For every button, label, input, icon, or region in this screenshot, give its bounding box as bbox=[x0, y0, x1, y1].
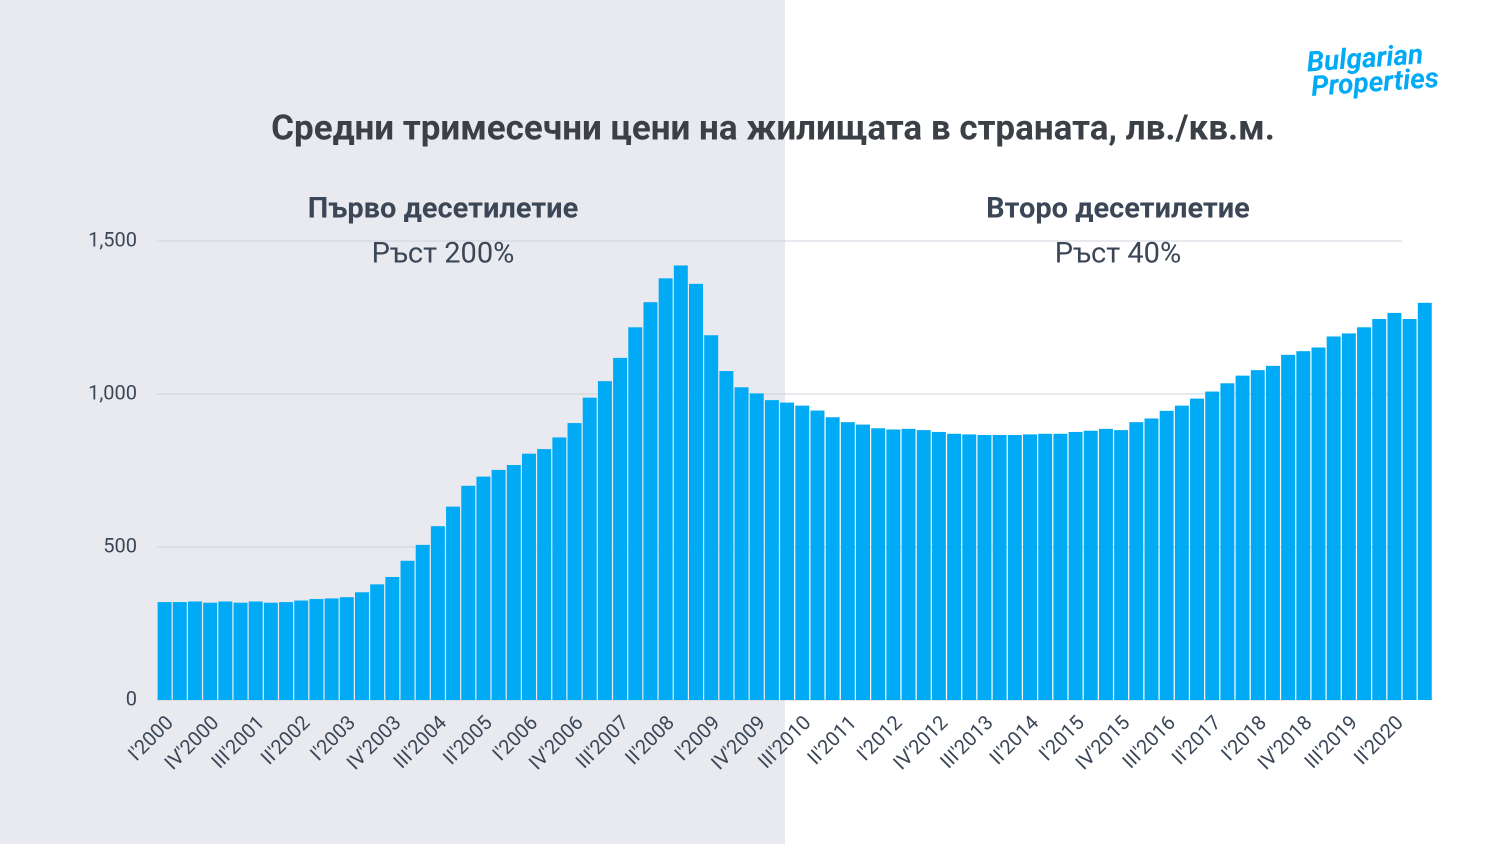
bar bbox=[901, 428, 916, 700]
bar bbox=[1296, 351, 1311, 700]
bar bbox=[780, 402, 795, 700]
logo-line: Bulgarian bbox=[1306, 37, 1425, 78]
bar bbox=[370, 584, 385, 700]
bar bbox=[1281, 354, 1296, 700]
y-tick-label: 500 bbox=[103, 533, 137, 557]
bar bbox=[1235, 375, 1250, 700]
bar bbox=[962, 434, 977, 700]
bar bbox=[856, 424, 870, 700]
bar bbox=[916, 430, 931, 700]
annotation: Ръст 40% bbox=[1055, 237, 1181, 271]
bar bbox=[1311, 347, 1326, 700]
bar bbox=[825, 417, 840, 700]
bar bbox=[795, 405, 810, 700]
bar bbox=[1205, 391, 1220, 700]
bar bbox=[719, 371, 734, 700]
bar bbox=[931, 431, 946, 700]
bar bbox=[430, 526, 445, 700]
bar bbox=[263, 602, 278, 700]
bar bbox=[294, 600, 309, 700]
bar bbox=[461, 485, 476, 700]
bar bbox=[628, 327, 643, 700]
bar bbox=[947, 433, 962, 700]
bar bbox=[1114, 430, 1129, 700]
bar bbox=[764, 400, 779, 700]
bar bbox=[203, 602, 218, 700]
bar bbox=[279, 602, 294, 700]
bar bbox=[324, 598, 339, 700]
bar bbox=[1357, 327, 1372, 700]
bar bbox=[613, 357, 628, 700]
bar bbox=[1068, 431, 1083, 700]
bar bbox=[673, 265, 688, 700]
bar bbox=[1341, 333, 1356, 700]
bar bbox=[1083, 430, 1098, 700]
chart-title: Средни тримесечни цени на жилищата в стр… bbox=[271, 107, 1275, 148]
bar bbox=[1190, 398, 1205, 700]
bar bbox=[886, 429, 901, 700]
bar bbox=[1417, 302, 1432, 700]
bar bbox=[1402, 319, 1417, 700]
bar bbox=[1007, 435, 1022, 700]
bar bbox=[1023, 434, 1038, 700]
bar bbox=[354, 592, 369, 700]
y-tick-label: 1,000 bbox=[88, 380, 137, 404]
bar bbox=[476, 476, 491, 700]
bar bbox=[1159, 410, 1174, 700]
annotation: Второ десетилетие bbox=[986, 192, 1250, 226]
bar bbox=[400, 560, 415, 700]
bar bbox=[689, 283, 703, 700]
y-tick-label: 1,500 bbox=[88, 227, 137, 251]
bar bbox=[734, 387, 749, 700]
bar bbox=[506, 464, 521, 700]
bar bbox=[446, 506, 461, 700]
bar bbox=[1220, 383, 1235, 700]
bar bbox=[1144, 418, 1159, 700]
bar bbox=[1174, 405, 1189, 700]
bar bbox=[643, 302, 658, 700]
bar bbox=[521, 453, 536, 700]
bar bbox=[552, 437, 567, 700]
bar bbox=[1038, 433, 1053, 700]
bar bbox=[309, 599, 324, 700]
bar bbox=[992, 435, 1007, 700]
bar bbox=[1098, 428, 1113, 700]
bar bbox=[1372, 319, 1387, 700]
bar bbox=[248, 601, 263, 700]
bar bbox=[1129, 422, 1144, 700]
bar bbox=[233, 602, 248, 700]
bar bbox=[977, 435, 992, 700]
bar bbox=[810, 410, 825, 700]
bar bbox=[1265, 365, 1280, 700]
bar bbox=[415, 544, 430, 700]
bar bbox=[658, 278, 673, 700]
bar bbox=[172, 602, 187, 700]
bar bbox=[1387, 312, 1402, 700]
bar bbox=[597, 381, 612, 700]
bar bbox=[704, 335, 719, 700]
bar bbox=[567, 423, 582, 700]
bar bbox=[157, 602, 172, 700]
bar bbox=[1250, 370, 1265, 700]
bar bbox=[491, 469, 506, 700]
bar bbox=[218, 601, 233, 700]
bar bbox=[1053, 433, 1068, 700]
y-tick-label: 0 bbox=[126, 686, 137, 710]
bar bbox=[187, 601, 202, 700]
bar bbox=[385, 576, 400, 700]
bar bbox=[749, 393, 764, 700]
bar bbox=[582, 397, 597, 700]
annotation: Първо десетилетие bbox=[308, 192, 579, 226]
bar bbox=[840, 422, 855, 700]
bar bbox=[339, 597, 354, 700]
bar bbox=[1326, 336, 1341, 700]
bar bbox=[871, 428, 886, 700]
bar bbox=[537, 449, 552, 700]
annotation: Ръст 200% bbox=[372, 237, 515, 271]
